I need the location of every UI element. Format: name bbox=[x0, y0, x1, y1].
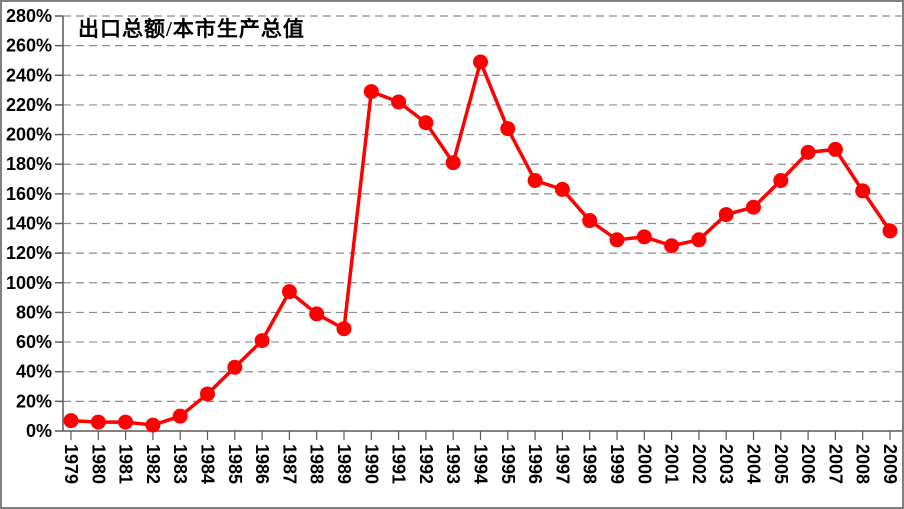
x-tick-label: 2000 bbox=[634, 444, 654, 484]
chart-title: 出口总额/本市生产总值 bbox=[78, 17, 305, 41]
data-point bbox=[418, 115, 434, 131]
data-point bbox=[855, 183, 871, 199]
data-point bbox=[336, 321, 352, 337]
data-line bbox=[69, 60, 892, 427]
data-point bbox=[90, 414, 106, 430]
y-tick-label: 180% bbox=[6, 154, 52, 174]
y-axis-labels: 0% 20% 40% 60% 80% 100% 120% 140% 160% 180% 200% 22… bbox=[6, 6, 52, 441]
data-point bbox=[827, 141, 843, 157]
x-tick-label: 2007 bbox=[825, 444, 845, 484]
data-point bbox=[445, 155, 461, 171]
data-point bbox=[554, 181, 570, 197]
data-point bbox=[800, 144, 816, 160]
y-tick-label: 0% bbox=[26, 421, 52, 441]
data-point bbox=[500, 121, 516, 137]
data-point bbox=[473, 54, 488, 70]
x-tick-label: 1979 bbox=[61, 444, 81, 484]
x-tick-label: 2006 bbox=[798, 444, 818, 484]
data-point bbox=[281, 284, 297, 300]
x-tick-label: 1994 bbox=[471, 444, 491, 484]
data-point bbox=[773, 173, 789, 189]
x-tick-label: 2009 bbox=[880, 444, 900, 484]
data-point bbox=[363, 84, 379, 100]
x-tick-label: 1997 bbox=[552, 444, 572, 484]
data-point bbox=[172, 408, 188, 424]
x-tick-label: 1999 bbox=[607, 444, 627, 484]
y-tick-label: 40% bbox=[16, 362, 52, 382]
x-tick-label: 1983 bbox=[170, 444, 190, 484]
data-point bbox=[527, 173, 543, 189]
x-tick-label: 2008 bbox=[853, 444, 873, 484]
data-point bbox=[200, 386, 215, 402]
x-tick-label: 1981 bbox=[116, 444, 136, 484]
x-tick-label: 1991 bbox=[389, 444, 409, 484]
x-tick-label: 1984 bbox=[198, 444, 218, 484]
y-tick-label: 120% bbox=[6, 243, 52, 263]
x-tick-label: 1986 bbox=[252, 444, 272, 484]
data-point bbox=[609, 232, 625, 248]
x-tick-label: 1980 bbox=[88, 444, 108, 484]
data-point bbox=[691, 232, 707, 248]
data-point bbox=[309, 306, 325, 322]
x-axis-labels: 1979 1980 1981 1982 1983 1984 1985 1986 1987 1988… bbox=[61, 444, 900, 484]
y-tick-label: 60% bbox=[16, 332, 52, 352]
x-tick-label: 1988 bbox=[307, 444, 327, 484]
data-point bbox=[145, 417, 161, 433]
x-tick-label: 1996 bbox=[525, 444, 545, 484]
x-tick-label: 2004 bbox=[744, 444, 764, 484]
x-tick-label: 1992 bbox=[416, 444, 436, 484]
data-point bbox=[664, 238, 680, 254]
y-tick-label: 80% bbox=[16, 302, 52, 322]
x-tick-label: 2002 bbox=[689, 444, 709, 484]
gridlines bbox=[63, 15, 902, 402]
y-tick-label: 260% bbox=[6, 36, 52, 56]
data-point bbox=[391, 94, 407, 110]
x-tick-label: 1998 bbox=[580, 444, 600, 484]
y-tick-label: 20% bbox=[16, 391, 52, 411]
data-point bbox=[118, 414, 134, 430]
y-tick-label: 200% bbox=[6, 125, 52, 145]
y-tick-label: 140% bbox=[6, 214, 52, 234]
x-tick-label: 1993 bbox=[443, 444, 463, 484]
y-tick-label: 160% bbox=[6, 184, 52, 204]
data-point bbox=[746, 199, 761, 215]
x-tick-label: 1990 bbox=[361, 444, 381, 484]
x-tick-label: 1985 bbox=[225, 444, 245, 484]
data-series bbox=[63, 54, 898, 433]
x-tick-label: 2003 bbox=[716, 444, 736, 484]
x-tick-label: 1995 bbox=[498, 444, 518, 484]
data-point bbox=[882, 223, 898, 239]
x-tick-label: 2005 bbox=[771, 444, 791, 484]
x-tick-label: 1982 bbox=[143, 444, 163, 484]
x-tick-label: 1987 bbox=[279, 444, 299, 484]
data-point bbox=[254, 333, 270, 349]
y-tick-label: 220% bbox=[6, 95, 52, 115]
data-point bbox=[63, 413, 79, 429]
data-point bbox=[582, 213, 598, 229]
x-tick-label: 1989 bbox=[334, 444, 354, 484]
y-tick-label: 240% bbox=[6, 65, 52, 85]
x-tick-label: 2001 bbox=[662, 444, 682, 484]
y-tick-label: 280% bbox=[6, 6, 52, 26]
data-point bbox=[636, 229, 652, 245]
data-point bbox=[227, 359, 243, 375]
y-tick-label: 100% bbox=[6, 273, 52, 293]
axes bbox=[55, 15, 902, 440]
data-point bbox=[718, 207, 734, 223]
